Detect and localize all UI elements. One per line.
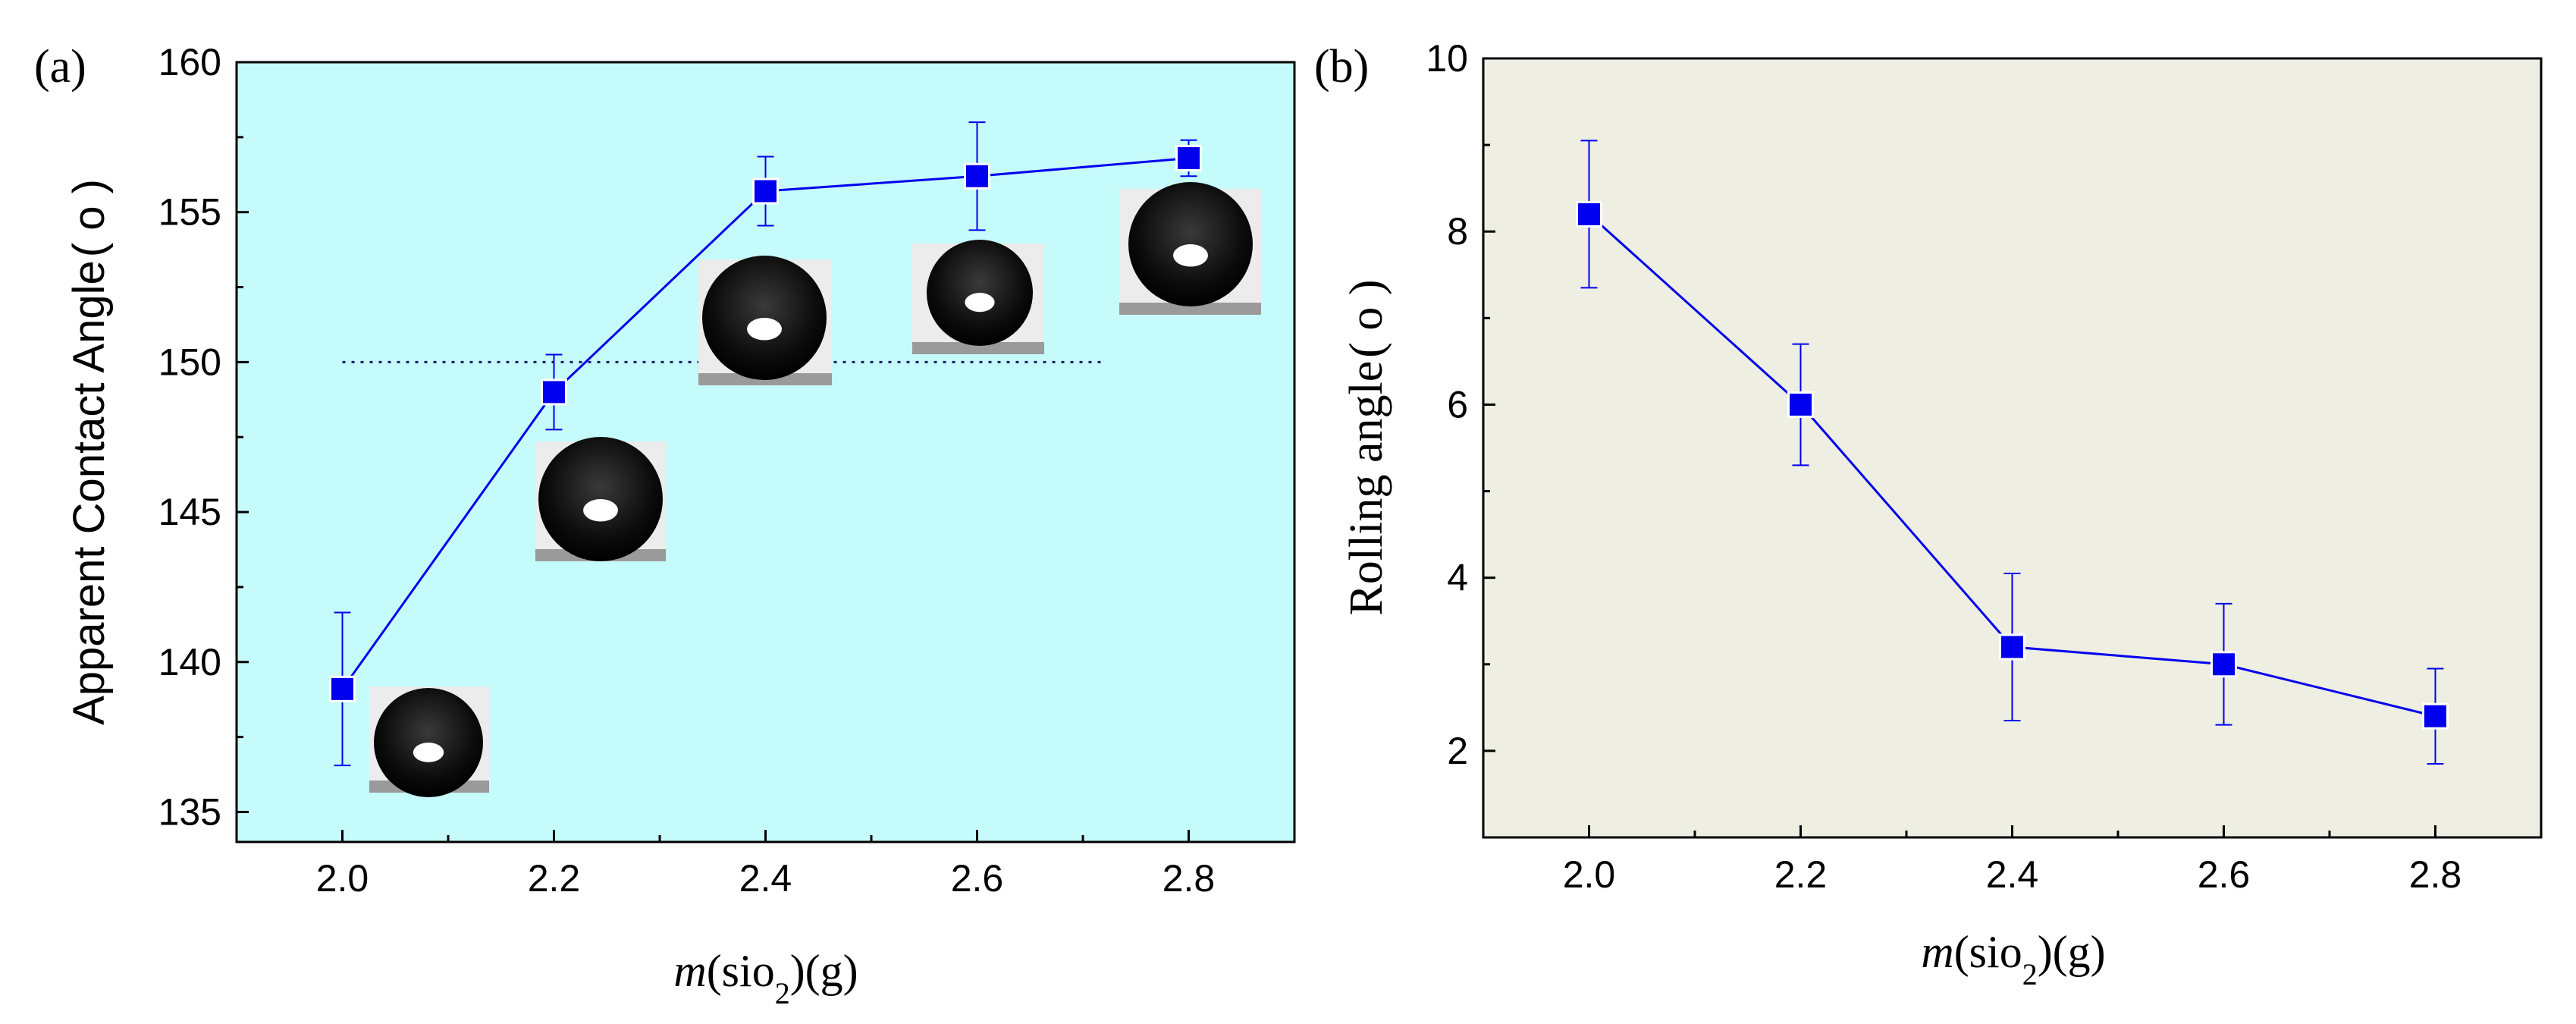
panel-a-data-point bbox=[329, 675, 356, 702]
panel-b-y-axis-unit: ( o ) bbox=[1341, 279, 1392, 357]
panel-a-series bbox=[329, 121, 1202, 767]
panel-b-x-tick-label: 2.6 bbox=[2198, 853, 2251, 896]
panel-b-x-axis-title-suffix: )(g) bbox=[2038, 927, 2106, 977]
panel-b-x-tick-label: 2.8 bbox=[2409, 853, 2462, 896]
panel-a-y-tick-label: 140 bbox=[158, 641, 221, 683]
panel-b-y-axis-title: Rolling angle( o ) bbox=[1341, 279, 1392, 615]
droplet-photo bbox=[369, 686, 489, 797]
panel-a-data-point bbox=[1175, 145, 1202, 172]
droplet-photo bbox=[1119, 182, 1261, 315]
panel-b-x-tick-label: 2.0 bbox=[1563, 853, 1616, 896]
panel-a-x-axis-title-subscript: 2 bbox=[775, 976, 790, 1010]
panel-b-x-tick-label: 2.4 bbox=[1986, 853, 2039, 896]
droplet-photo-substrate bbox=[912, 342, 1044, 354]
panel-a-x-tick-label: 2.4 bbox=[739, 857, 792, 900]
panel-a-y-axis-title-text: Apparent Contact Angle bbox=[64, 260, 114, 725]
panel-a-x-axis-title-var: m bbox=[673, 946, 706, 996]
droplet-shape bbox=[1128, 182, 1253, 306]
panel-a-data-point bbox=[964, 162, 990, 190]
panel-a-x-axis-title: m(sio2)(g) bbox=[673, 946, 858, 1010]
panel-b-x-axis-title-subscript: 2 bbox=[2022, 957, 2038, 991]
panel-b-x-tick-label: 2.2 bbox=[1774, 853, 1828, 896]
panel-b-data-point bbox=[1576, 200, 1602, 228]
panel-b-y-tick-label: 10 bbox=[1426, 37, 1468, 80]
droplet-photo-substrate bbox=[1119, 303, 1261, 315]
droplet-shape bbox=[374, 688, 483, 797]
panel-b-y-tick-label: 8 bbox=[1447, 210, 1468, 253]
panel-a-label: (a) bbox=[34, 41, 86, 93]
panel-b-y-tick-label: 2 bbox=[1447, 730, 1468, 772]
panel-a-axes: 2.0 2.2 2.4 2.6 2.8 135 140 145 150 155 160 bbox=[158, 41, 1216, 900]
panel-a-y-tick-label: 155 bbox=[158, 191, 221, 234]
panel-b-series bbox=[1576, 140, 2449, 765]
panel-a-y-axis-unit: ( o ) bbox=[64, 179, 114, 257]
droplet-shape bbox=[927, 240, 1033, 346]
panel-a-data-point bbox=[541, 379, 567, 406]
panel-b-data-point bbox=[1787, 391, 1814, 418]
panel-b-label: (b) bbox=[1314, 41, 1369, 93]
droplet-highlight bbox=[413, 743, 444, 762]
panel-a-x-tick-label: 2.6 bbox=[951, 857, 1004, 900]
panel-b-data-point bbox=[2422, 702, 2449, 730]
panel-a-data-point bbox=[752, 177, 779, 205]
droplet-photo bbox=[698, 256, 832, 385]
droplet-highlight bbox=[965, 293, 995, 313]
panel-b-x-axis-title-prefix: (sio bbox=[1954, 927, 2022, 977]
panel-a-x-tick-label: 2.8 bbox=[1162, 857, 1216, 900]
panel-a-y-tick-label: 150 bbox=[158, 341, 221, 383]
panel-a-y-tick-label: 145 bbox=[158, 491, 221, 533]
panel-b-x-axis-title: m(sio2)(g) bbox=[1921, 927, 2105, 991]
panel-b-y-tick-label: 6 bbox=[1447, 383, 1468, 426]
panel-b-data-point bbox=[1999, 633, 2025, 661]
panel-a-y-tick-label: 135 bbox=[158, 790, 221, 833]
droplet-highlight bbox=[747, 318, 782, 341]
panel-a-y-tick-label: 160 bbox=[158, 41, 221, 83]
droplet-photo bbox=[912, 240, 1044, 354]
panel-b-axes: 2.0 2.2 2.4 2.6 2.8 2 4 6 8 10 bbox=[1426, 37, 2461, 896]
droplet-highlight bbox=[583, 499, 618, 522]
droplet-shape bbox=[538, 437, 663, 561]
panel-a-y-axis-title: Apparent Contact Angle( o ) bbox=[64, 179, 114, 725]
droplet-inset-group bbox=[369, 182, 1261, 797]
droplet-highlight bbox=[1173, 244, 1208, 267]
panel-b-y-tick-label: 4 bbox=[1447, 557, 1468, 599]
panel-a-x-axis-title-suffix: )(g) bbox=[790, 946, 858, 996]
panel-a-x-tick-label: 2.0 bbox=[316, 857, 369, 900]
panel-b-x-axis-title-var: m bbox=[1921, 927, 1953, 977]
panel-a-x-tick-label: 2.2 bbox=[528, 857, 581, 900]
droplet-shape bbox=[702, 256, 827, 380]
droplet-photo bbox=[535, 437, 666, 561]
panel-a-x-axis-title-prefix: (sio bbox=[707, 946, 775, 996]
panel-b-data-point bbox=[2210, 651, 2237, 678]
panel-a-chart: 2.0 2.2 2.4 2.6 2.8 135 140 145 150 155 160 (a) Ap… bbox=[34, 41, 1296, 1010]
panel-b-y-axis-title-text: Rolling angle bbox=[1341, 361, 1392, 616]
